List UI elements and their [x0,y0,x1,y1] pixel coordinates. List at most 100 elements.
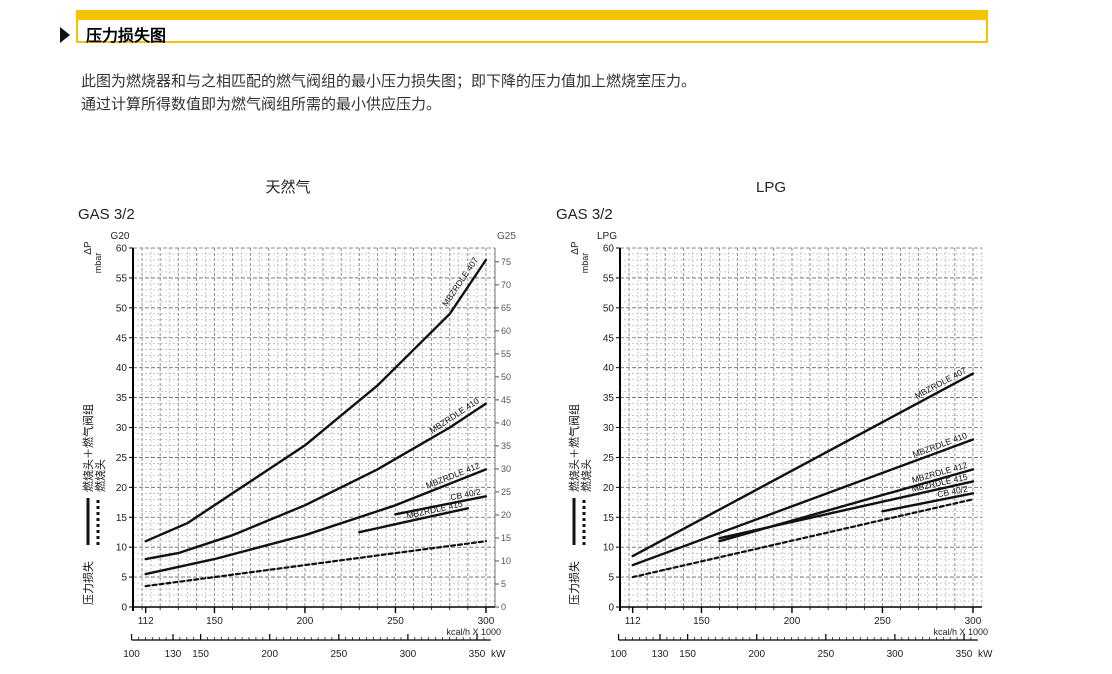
series-line-2 [144,402,488,561]
y-tick-label: 25 [116,453,128,464]
series-line-6 [144,540,487,588]
y-tick-label: 30 [603,423,615,434]
y-right-tick-label: 40 [501,418,511,428]
chart-title: 天然气 [265,179,310,196]
kw-tick-label: 300 [887,649,904,660]
y-right-tick-label: 35 [501,441,511,451]
kw-tick-label: 200 [748,649,765,660]
kw-tick-label: 100 [123,649,140,660]
y-right-tick-label: 45 [501,395,511,405]
legend-solid-label: 燃烧头＋燃气阀组 [81,404,95,492]
y-right-tick-label: 0 [501,602,506,612]
y-tick-label: 55 [603,273,615,284]
y-axis-unit: mbar [93,253,103,274]
y-left-gas-label: LPG [597,231,617,242]
series-line-4 [358,507,470,534]
y-tick-label: 60 [116,244,128,255]
y-tick-label: 35 [603,393,615,404]
y-tick-label: 30 [116,423,128,434]
x-tick-label: 300 [965,616,982,627]
y-right-tick-label: 60 [501,326,511,336]
intro-line-2: 通过计算所得数值即为燃气阀组所需的最小供应压力。 [81,95,442,113]
y-right-tick-label: 55 [501,349,511,359]
x-axis-title: kcal/h X 1000 [933,627,988,637]
y-right-tick-label: 30 [501,464,511,474]
y-tick-label: 5 [121,573,127,584]
y-right-tick-label: 75 [501,257,511,267]
y-axis-title: ΔP [570,241,581,255]
y-tick-label: 0 [121,603,127,614]
y-tick-label: 0 [608,603,614,614]
kw-unit-label: kW [978,649,993,660]
kw-tick-label: 300 [400,649,417,660]
y-tick-label: 35 [116,393,128,404]
y-tick-label: 60 [603,244,615,255]
plot-grid [619,247,983,608]
x-tick-label: 150 [693,616,710,627]
kw-unit-label: kW [491,649,506,660]
kw-tick-label: 100 [610,649,627,660]
series-line-4 [718,480,975,540]
series-line-5 [394,495,488,516]
y-right-tick-label: 25 [501,487,511,497]
x-tick-label: 300 [478,616,495,627]
intro-line-1: 此图为燃烧器和与之相匹配的燃气阀组的最小压力损失图；即下降的压力值加上燃烧室压力… [81,72,697,90]
y-axis-unit: mbar [580,253,590,274]
y-right-tick-label: 70 [501,280,511,290]
series-line-5 [881,492,975,513]
chart-model-label: GAS 3/2 [556,206,613,223]
series-line-1 [631,372,975,558]
y-tick-label: 55 [116,273,128,284]
series-line-1 [144,258,488,543]
kw-tick-label: 150 [679,649,696,660]
header-frame [76,20,988,43]
x-tick-label: 200 [784,616,801,627]
kw-tick-label: 250 [330,649,347,660]
plot-grid [132,247,496,608]
series-line-3 [144,468,488,576]
y-right-tick-label: 20 [501,510,511,520]
kw-tick-label: 130 [165,649,182,660]
intro-text: 此图为燃烧器和与之相匹配的燃气阀组的最小压力损失图；即下降的压力值加上燃烧室压力… [81,70,696,116]
kw-tick-label: 130 [652,649,669,660]
y-tick-label: 45 [603,333,615,344]
y-tick-label: 50 [116,303,128,314]
series-line-2 [631,438,975,567]
kw-tick-label: 250 [817,649,834,660]
y-tick-label: 15 [603,513,615,524]
section-header: 压力损失图 [76,10,988,45]
y-right-tick-label: 5 [501,579,506,589]
y-tick-label: 5 [608,573,614,584]
y-tick-label: 40 [116,363,128,374]
legend-dashed-label: 燃烧头 [579,459,593,492]
kw-tick-label: 150 [192,649,209,660]
header-accent-bar [76,10,988,20]
legend: 压力损失 燃烧头＋燃气阀组 燃烧头 [567,404,593,605]
series-line-6 [631,498,975,579]
y-tick-label: 10 [116,543,128,554]
legend-axis-title: 压力损失 [567,561,581,605]
y-right-tick-label: 15 [501,533,511,543]
legend: 压力损失 燃烧头＋燃气阀组 燃烧头 [81,404,107,605]
legend-axis-title: 压力损失 [81,561,95,605]
y-left-gas-label: G20 [111,231,130,242]
series-label: MBZRDLE 407 [913,365,968,401]
play-arrow-icon [60,27,70,43]
kw-tick-label: 200 [261,649,278,660]
y-tick-label: 10 [603,543,615,554]
kw-tick-label: 350 [956,649,973,660]
y-tick-label: 25 [603,453,615,464]
y-tick-label: 45 [116,333,128,344]
chart-model-label: GAS 3/2 [78,206,135,223]
legend-dashed-label: 燃烧头 [93,459,107,492]
y-tick-label: 15 [116,513,128,524]
y-axis-title: ΔP [83,241,94,255]
chart-title: LPG [756,179,786,196]
x-tick-label: 112 [138,616,154,627]
y-right-gas-label: G25 [497,231,516,242]
y-right-tick-label: 65 [501,303,511,313]
x-tick-label: 200 [297,616,314,627]
x-tick-label: 150 [206,616,223,627]
